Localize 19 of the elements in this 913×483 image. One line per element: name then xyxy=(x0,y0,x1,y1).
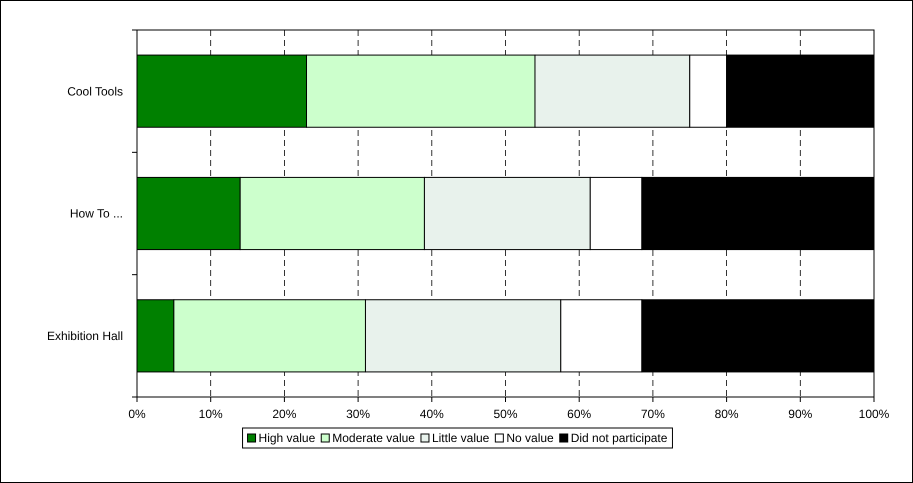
legend-label: Moderate value xyxy=(332,431,416,446)
y-tick-label: How To ... xyxy=(70,206,123,221)
x-tick-label: 30% xyxy=(346,407,370,422)
x-tick-label: 10% xyxy=(198,407,224,422)
x-tick-label: 20% xyxy=(272,407,297,422)
x-tick-label: 40% xyxy=(420,407,444,422)
x-tick-label: 50% xyxy=(493,407,518,422)
y-tick-label: Cool Tools xyxy=(67,84,123,98)
x-tick-label: 70% xyxy=(640,407,666,422)
x-tick-label: 90% xyxy=(788,407,813,422)
x-tick-label: 100% xyxy=(858,407,890,422)
x-tick-label: 60% xyxy=(567,407,592,422)
legend-label: High value xyxy=(258,431,316,446)
y-tick-label: Exhibition Hall xyxy=(46,329,123,344)
x-tick-label: 0% xyxy=(128,407,146,422)
legend-label: Did not participate xyxy=(570,431,668,446)
legend-label: No value xyxy=(506,431,554,446)
legend-label: Little value xyxy=(432,431,490,446)
x-tick-label: 80% xyxy=(714,407,739,422)
